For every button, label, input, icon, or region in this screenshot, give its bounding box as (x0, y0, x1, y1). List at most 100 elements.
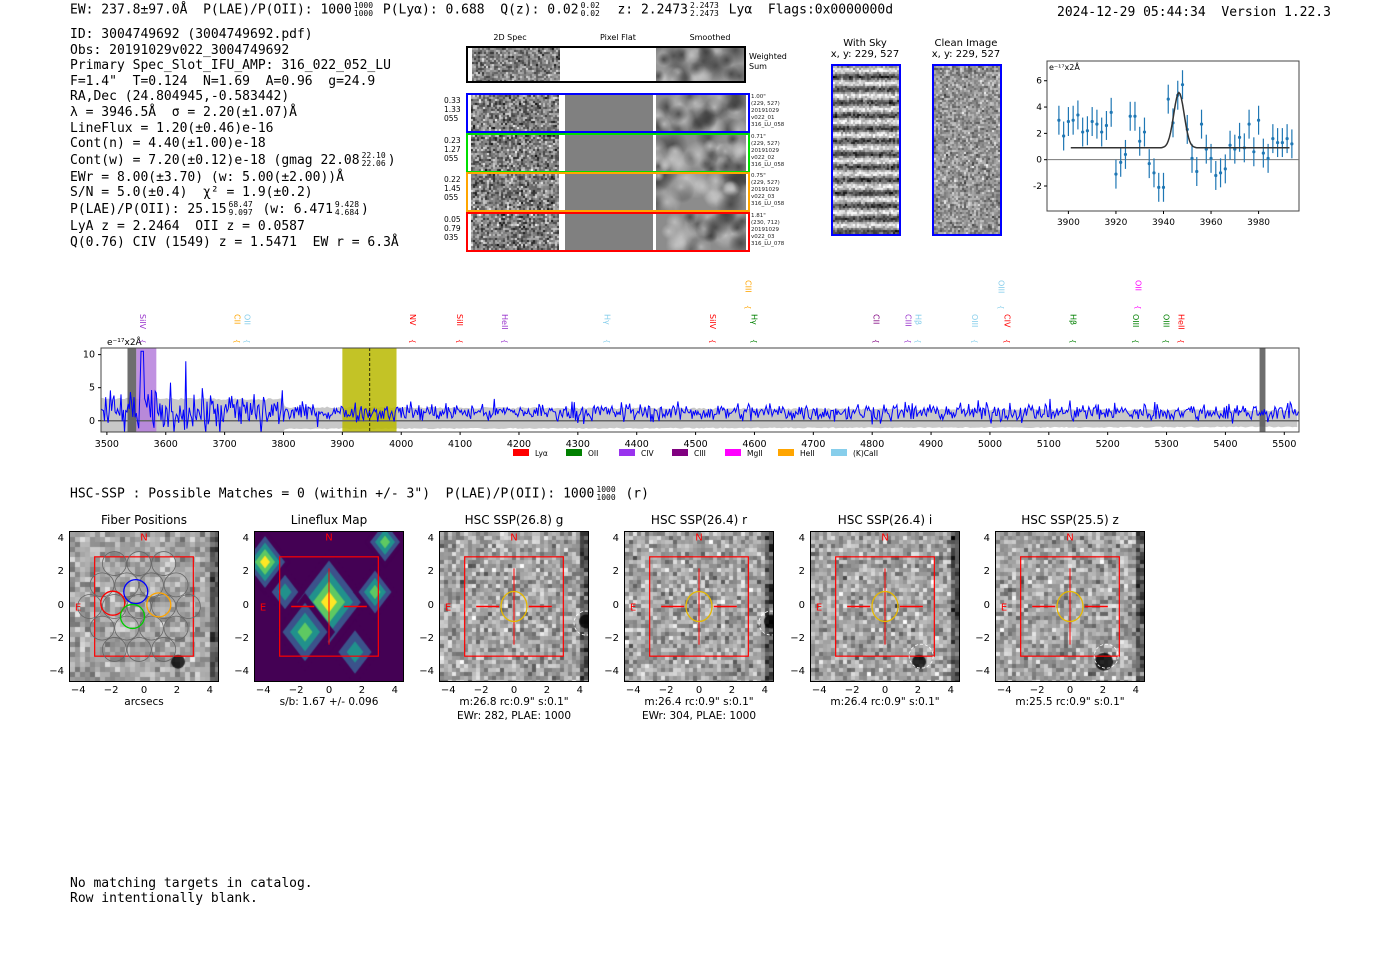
y-tick-label: −2 (790, 632, 805, 644)
legend-swatch (513, 449, 529, 456)
x-tick-label: −2 (473, 685, 489, 696)
clean-label: Clean Image (934, 38, 998, 49)
emission-line-bracket: { (455, 339, 463, 343)
x-tick-label: 0 (140, 685, 148, 696)
x-tick-label: 5500 (1272, 439, 1296, 450)
fiber-pixel-flat (565, 174, 653, 210)
legend-label: Lyα (535, 449, 548, 458)
fiber-pixel-flat (565, 213, 653, 250)
fiber-stat: 1.45 (444, 184, 461, 193)
y-tick-label: −2 (975, 632, 990, 644)
emission-line-label: HeII (500, 314, 509, 330)
gmag-range: 22.10 22.06 (362, 152, 386, 168)
emission-line-bracket: { (1131, 339, 1139, 343)
data-point (1276, 140, 1280, 145)
data-point (1057, 118, 1061, 122)
y-tick-label: 0 (1036, 156, 1042, 166)
fiber-outline (139, 615, 164, 641)
data-point (1123, 152, 1128, 157)
fiber-outline (126, 594, 152, 619)
emission-line-bracket: { (1176, 339, 1184, 343)
emission-line-bracket: { (749, 339, 757, 343)
fiber-outline (139, 572, 164, 598)
east-label: E (260, 603, 266, 614)
x-tick-label: 5000 (978, 439, 1002, 450)
catalog-note-line2: Row intentionally blank. (70, 891, 258, 906)
y-tick-label: 0 (612, 599, 619, 611)
fiber-meta-line: v022_01 (751, 115, 775, 121)
fiber-outline (102, 551, 127, 576)
spec2d-col-header: Pixel Flat (600, 33, 636, 42)
data-point (1252, 150, 1256, 154)
qz-range: 0.02 0.02 (581, 2, 600, 18)
data-point (1114, 172, 1118, 176)
hsc-summary-end: (r) (625, 486, 649, 502)
cutout-title: Fiber Positions (100, 513, 188, 527)
y-tick-label: 6 (1036, 77, 1042, 87)
x-tick-label: 4 (1132, 685, 1139, 696)
fiber-pixel-flat (565, 134, 653, 171)
fiber-outline (126, 637, 152, 662)
z-value: z: 2.2473 (617, 2, 688, 18)
plae-w-lo: 4.684 (334, 208, 360, 218)
emission-line-label: NV (408, 314, 417, 326)
x-tick-label: 4700 (801, 439, 825, 450)
flux-line (101, 350, 1299, 432)
y-tick-label: −4 (975, 665, 990, 677)
fiber-meta-line: 0.75" (751, 173, 766, 179)
x-tick-label: 4900 (919, 439, 943, 450)
y-tick-label: -2 (1033, 182, 1042, 192)
data-point (1090, 119, 1094, 124)
cutout-overlay: NE (816, 532, 935, 669)
data-point (1256, 118, 1261, 122)
data-point (1271, 137, 1275, 141)
plae-hi: 1000 (353, 1, 374, 10)
emission-line-bracket: { (744, 305, 752, 309)
fiber-outline (163, 615, 189, 641)
info-lambda: λ = 3946.5Å σ = 2.20(±1.07)Å (70, 104, 297, 120)
plae-w-range: 9.428 4.684 (335, 201, 359, 217)
z-line: Lyα (728, 2, 753, 18)
x-tick-label: −4 (70, 685, 86, 696)
legend-label: (K)CaII (853, 449, 878, 458)
fiber-stat: 0.23 (444, 135, 461, 145)
fiber-meta-line: 20191029 (751, 147, 779, 154)
x-tick-label: 0 (510, 685, 518, 696)
x-tick-label: 3900 (1057, 218, 1080, 228)
fiber-pixel-flat (565, 95, 653, 131)
fiber-meta-line: v022_03 (751, 233, 775, 240)
with-sky-image (831, 64, 901, 236)
x-tick-label: 4200 (507, 439, 531, 450)
gaussian-fit-curve (1070, 91, 1290, 149)
fiber-outline (89, 615, 115, 641)
hsc-plae-hi: 1000 (596, 485, 616, 494)
emission-line-label: OIII (970, 314, 979, 327)
info-primary: Primary Spec_Slot_IFU_AMP: 316_022_052_L… (70, 58, 391, 74)
emission-line-bracket: { (1069, 339, 1077, 343)
fiber-meta-line: 1.81" (751, 212, 766, 219)
x-tick-label: 4100 (448, 439, 472, 450)
data-point (1133, 114, 1137, 118)
cutout-title: Lineflux Map (290, 513, 368, 527)
clean-xy: x, y: 229, 527 (931, 49, 1001, 60)
y-tick-label: 4 (242, 533, 249, 545)
plae-w-hi: 9.428 (334, 200, 360, 210)
data-point (1119, 160, 1123, 164)
data-point (1190, 156, 1194, 160)
north-label: N (695, 532, 702, 543)
y-tick-label: 2 (983, 566, 990, 578)
fiber-circle (123, 578, 149, 605)
emission-line-label: CIV (1003, 314, 1012, 328)
east-label: E (445, 603, 451, 614)
legend-label: OII (588, 449, 598, 458)
data-point (1076, 113, 1080, 117)
aperture-box (835, 556, 935, 657)
fiber-smoothed (656, 134, 746, 171)
x-tick-label: 4600 (742, 439, 766, 450)
data-point (1062, 134, 1066, 138)
y-axis-label: e⁻¹⁷x2Å (1049, 61, 1080, 72)
catalog-object-circle (573, 610, 588, 636)
emission-line-label: OII (1133, 280, 1142, 291)
north-label: N (510, 532, 517, 543)
weighted-2d-spec (472, 48, 560, 81)
